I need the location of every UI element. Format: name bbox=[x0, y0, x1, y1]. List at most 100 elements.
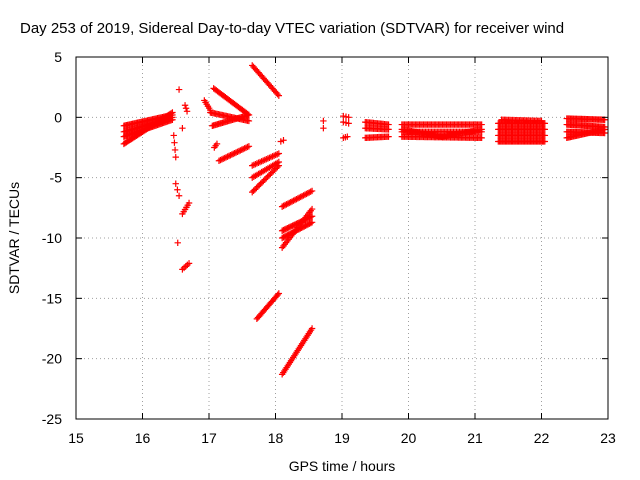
data-point bbox=[300, 192, 307, 199]
data-point bbox=[294, 195, 302, 202]
y-tick-label: -25 bbox=[42, 411, 62, 427]
y-tick-label: -15 bbox=[42, 290, 62, 306]
data-point bbox=[541, 120, 549, 127]
data-point bbox=[303, 190, 310, 198]
data-point bbox=[601, 129, 608, 137]
y-tick-label: 0 bbox=[54, 109, 62, 125]
data-point bbox=[232, 149, 240, 156]
data-point bbox=[275, 290, 283, 297]
x-axis-title: GPS time / hours bbox=[289, 458, 396, 474]
data-point bbox=[241, 145, 248, 152]
data-point bbox=[320, 117, 327, 125]
data-point bbox=[307, 213, 314, 221]
axis-ticks bbox=[75, 56, 609, 420]
data-point bbox=[227, 152, 234, 159]
data-point bbox=[301, 191, 309, 198]
data-point bbox=[181, 102, 189, 109]
data-point bbox=[287, 198, 294, 206]
data-point bbox=[245, 111, 253, 119]
data-points bbox=[120, 62, 608, 378]
data-point bbox=[185, 260, 193, 267]
x-tick-label: 20 bbox=[401, 430, 417, 446]
data-point bbox=[256, 181, 263, 189]
data-point bbox=[296, 194, 303, 201]
x-tick-label: 18 bbox=[268, 430, 284, 446]
data-point bbox=[172, 153, 179, 161]
data-point bbox=[267, 170, 274, 178]
data-point bbox=[284, 200, 292, 207]
data-point bbox=[478, 128, 485, 136]
data-point bbox=[270, 167, 277, 175]
data-point bbox=[283, 201, 290, 208]
data-point bbox=[249, 188, 256, 196]
data-point bbox=[538, 117, 545, 125]
data-point bbox=[274, 291, 281, 299]
data-point bbox=[245, 117, 253, 125]
data-point bbox=[183, 108, 191, 115]
data-point bbox=[170, 132, 177, 139]
data-point bbox=[230, 150, 237, 158]
data-point bbox=[308, 219, 316, 226]
data-point bbox=[308, 205, 316, 213]
data-point bbox=[244, 110, 251, 118]
x-tick-label: 21 bbox=[467, 430, 483, 446]
data-point bbox=[308, 325, 316, 332]
x-tick-label: 23 bbox=[600, 430, 616, 446]
data-point bbox=[298, 192, 306, 200]
data-point bbox=[280, 202, 287, 210]
data-point bbox=[286, 199, 293, 207]
data-point bbox=[278, 203, 286, 210]
data-point bbox=[228, 151, 235, 158]
data-point bbox=[253, 184, 260, 192]
data-point bbox=[268, 169, 276, 176]
data-point bbox=[251, 186, 259, 193]
chart-title: Day 253 of 2019, Sidereal Day-to-day VTE… bbox=[20, 20, 564, 37]
data-point bbox=[385, 133, 392, 140]
data-point bbox=[172, 180, 179, 187]
x-tick-label: 17 bbox=[201, 430, 217, 446]
data-point bbox=[231, 149, 238, 157]
data-point bbox=[308, 187, 316, 195]
data-point bbox=[179, 124, 186, 132]
data-point bbox=[601, 123, 608, 131]
y-tick-label: -5 bbox=[50, 170, 63, 186]
data-point bbox=[291, 196, 299, 204]
data-point bbox=[320, 124, 327, 132]
data-point bbox=[244, 143, 251, 151]
y-axis-title: SDTVAR / TECUs bbox=[6, 182, 22, 294]
data-point bbox=[385, 121, 392, 128]
data-point bbox=[297, 193, 304, 201]
x-tick-label: 22 bbox=[534, 430, 550, 446]
data-point bbox=[242, 144, 250, 151]
data-point bbox=[265, 172, 273, 179]
x-tick-label: 16 bbox=[135, 430, 151, 446]
y-tick-label: -20 bbox=[42, 351, 62, 367]
data-point bbox=[541, 126, 549, 133]
data-point bbox=[224, 153, 231, 160]
data-point bbox=[254, 183, 262, 190]
data-point bbox=[245, 143, 253, 150]
data-point bbox=[182, 105, 190, 112]
data-point bbox=[169, 116, 176, 123]
data-point bbox=[541, 132, 549, 139]
data-point bbox=[280, 137, 287, 144]
data-point bbox=[221, 154, 228, 162]
tick-labels: 15 16 17 18 19 20 21 22 23 5 0 -5 -10 -15 -20 -25 bbox=[42, 49, 616, 446]
data-point bbox=[293, 195, 300, 203]
data-point bbox=[478, 134, 485, 142]
data-point bbox=[237, 147, 244, 154]
data-point bbox=[235, 147, 243, 155]
data-point bbox=[304, 189, 311, 197]
data-point bbox=[275, 150, 283, 157]
data-point bbox=[213, 140, 221, 148]
data-point bbox=[175, 86, 183, 93]
data-point bbox=[171, 139, 178, 146]
data-point bbox=[308, 213, 316, 220]
data-point bbox=[222, 154, 230, 161]
data-point bbox=[217, 156, 224, 164]
x-tick-label: 15 bbox=[68, 430, 84, 446]
data-point bbox=[258, 179, 266, 186]
data-point bbox=[264, 173, 271, 180]
data-point bbox=[281, 201, 289, 209]
